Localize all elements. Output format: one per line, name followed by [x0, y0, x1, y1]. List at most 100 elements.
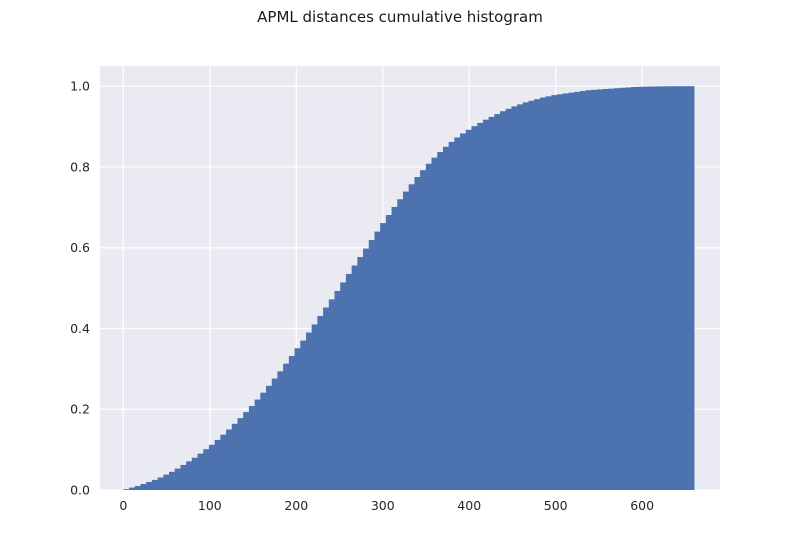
- histogram-bar-93: [654, 86, 661, 490]
- x-tick-label: 0: [119, 498, 127, 513]
- histogram-bar-3: [140, 483, 147, 490]
- histogram-bar-42: [363, 248, 370, 490]
- histogram-bar-30: [294, 348, 301, 490]
- histogram-bar-35: [323, 307, 330, 490]
- x-tick-label: 300: [371, 498, 395, 513]
- histogram-bar-67: [505, 108, 512, 491]
- histogram-bar-88: [625, 87, 632, 490]
- histogram-bar-31: [300, 340, 307, 490]
- histogram-bar-5: [151, 479, 158, 490]
- histogram-bar-27: [277, 371, 284, 490]
- histogram-bar-68: [511, 106, 518, 490]
- x-axis-ticks: 0 100 200 300 400 500 600: [119, 498, 654, 513]
- histogram-bar-25: [266, 385, 273, 490]
- histogram-bar-43: [368, 240, 375, 490]
- histogram-bar-66: [500, 111, 507, 490]
- histogram-bar-75: [551, 95, 558, 491]
- histogram-bar-83: [597, 89, 604, 490]
- histogram-bar-59: [460, 133, 467, 490]
- histogram-bar-2: [134, 485, 141, 490]
- histogram-bar-69: [517, 104, 524, 490]
- histogram-bar-41: [357, 257, 364, 490]
- x-tick-label: 100: [198, 498, 222, 513]
- histogram-bar-17: [220, 434, 227, 490]
- histogram-bar-4: [146, 481, 153, 490]
- histogram-bar-55: [437, 152, 444, 491]
- histogram-bar-92: [648, 86, 655, 490]
- histogram-bar-47: [391, 206, 398, 491]
- y-tick-label: 0.8: [70, 159, 90, 174]
- histogram-bar-57: [448, 141, 455, 490]
- histogram-bar-91: [642, 86, 649, 490]
- histogram-bar-21: [243, 412, 250, 490]
- histogram-bar-97: [676, 86, 684, 490]
- histogram-bar-24: [260, 392, 267, 490]
- bars: [123, 86, 695, 491]
- histogram-bar-65: [494, 114, 501, 490]
- histogram-bar-22: [248, 406, 256, 490]
- x-tick-label: 400: [457, 498, 481, 513]
- histogram-bar-87: [619, 87, 626, 490]
- histogram-bar-32: [305, 332, 313, 490]
- histogram-bar-37: [334, 290, 341, 490]
- histogram-bar-95: [665, 86, 672, 490]
- histogram-bar-38: [340, 282, 347, 490]
- histogram-bar-15: [208, 444, 216, 490]
- histogram-bar-86: [614, 88, 621, 490]
- histogram-bar-52: [420, 170, 427, 490]
- x-tick-label: 200: [284, 498, 308, 513]
- histogram-bar-54: [431, 157, 438, 490]
- histogram-bar-23: [254, 399, 261, 490]
- histogram-bar-40: [351, 265, 358, 490]
- histogram-bar-6: [157, 477, 164, 490]
- histogram-bar-46: [385, 215, 392, 490]
- y-tick-label: 0.6: [70, 240, 90, 255]
- histogram-bar-82: [591, 89, 598, 490]
- histogram-bar-19: [231, 423, 238, 490]
- histogram-bar-64: [488, 116, 495, 490]
- histogram-bar-20: [237, 418, 244, 490]
- histogram-bar-12: [191, 457, 198, 490]
- histogram-bar-50: [408, 184, 415, 490]
- histogram-bar-36: [328, 299, 335, 490]
- x-tick-label: 500: [544, 498, 568, 513]
- histogram-bar-77: [562, 93, 569, 490]
- histogram-bar-90: [636, 86, 644, 490]
- histogram-bar-84: [602, 89, 609, 490]
- histogram-bar-28: [283, 363, 290, 490]
- histogram-bar-45: [380, 223, 387, 490]
- histogram-bar-48: [397, 199, 404, 490]
- histogram-bar-71: [528, 100, 535, 491]
- histogram-bar-39: [345, 273, 353, 490]
- histogram-bar-44: [374, 231, 381, 491]
- y-tick-label: 1.0: [70, 79, 90, 94]
- histogram-bar-34: [317, 315, 324, 490]
- y-axis-ticks: 0.0 0.2 0.4 0.6 0.8 1.0: [70, 79, 90, 498]
- histogram-bar-7: [163, 474, 170, 490]
- histogram-bar-85: [608, 88, 615, 490]
- histogram-bar-63: [482, 119, 490, 490]
- histogram-bar-72: [534, 99, 541, 491]
- histogram-bar-18: [226, 429, 233, 490]
- histogram-bar-96: [671, 86, 678, 490]
- x-tick-label: 600: [630, 498, 654, 513]
- histogram-bar-80: [579, 91, 587, 490]
- histogram-bar-16: [214, 439, 221, 490]
- y-tick-label: 0.0: [70, 483, 90, 498]
- histogram-bar-53: [425, 163, 432, 490]
- histogram-bar-9: [174, 468, 181, 490]
- histogram-bar-74: [545, 96, 552, 491]
- histogram-bar-60: [465, 129, 472, 490]
- y-tick-label: 0.2: [70, 402, 90, 417]
- histogram-bar-1: [129, 487, 136, 490]
- histogram-bar-58: [454, 137, 461, 490]
- chart-title: APML distances cumulative histogram: [257, 8, 543, 26]
- histogram-bar-51: [414, 177, 421, 491]
- y-tick-label: 0.4: [70, 321, 90, 336]
- histogram-bar-8: [169, 471, 176, 490]
- histogram-bar-11: [186, 461, 193, 490]
- histogram-bar-79: [574, 91, 581, 490]
- histogram-bar-13: [197, 453, 204, 490]
- histogram-bar-76: [557, 94, 564, 491]
